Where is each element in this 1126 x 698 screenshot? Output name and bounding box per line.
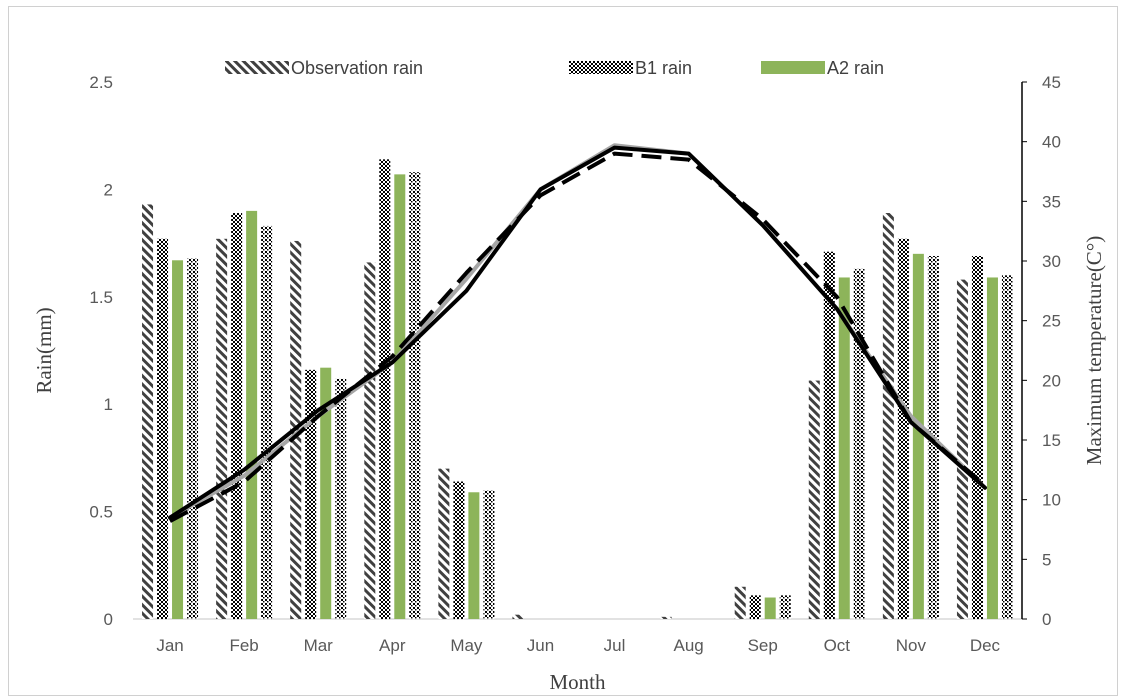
y2-tick-label: 45 — [1042, 73, 1061, 92]
bar — [379, 159, 391, 619]
x-tick-label: Oct — [824, 636, 851, 655]
bar — [438, 468, 450, 619]
y2-tick-label: 10 — [1042, 491, 1061, 510]
y2-tick-label: 0 — [1042, 610, 1051, 629]
bar — [187, 258, 199, 619]
y2-tick-label: 15 — [1042, 431, 1061, 450]
legend: Observation rain B1 rain A2 rain — [225, 58, 884, 78]
bar — [142, 204, 154, 619]
bar — [512, 614, 524, 619]
bar — [956, 279, 968, 619]
bar — [394, 174, 406, 619]
series-line — [168, 145, 987, 520]
bar — [364, 262, 376, 619]
y-axis-title: Rain(mm) — [32, 307, 56, 393]
y-tick-label: 2.5 — [89, 73, 113, 92]
series-line — [169, 151, 987, 523]
x-tick-label: Dec — [970, 636, 1001, 655]
bar — [808, 380, 820, 619]
y-tick-label: 2 — [104, 180, 113, 199]
y2-tick-label: 5 — [1042, 550, 1051, 569]
bar — [749, 595, 761, 619]
legend-label: B1 rain — [635, 58, 692, 78]
y-tick-label: 1 — [104, 395, 113, 414]
legend-swatch — [225, 61, 289, 74]
x-tick-label: Jan — [156, 636, 183, 655]
y-axis-ticks: 0 0.5 1 1.5 2 2.5 — [89, 73, 113, 629]
x-tick-label: Nov — [896, 636, 927, 655]
x-tick-label: Aug — [674, 636, 704, 655]
y2-tick-label: 25 — [1042, 312, 1061, 331]
legend-swatch — [569, 61, 633, 74]
bar — [172, 260, 184, 619]
bar — [157, 238, 169, 619]
x-tick-label: Apr — [379, 636, 406, 655]
x-axis-title: Month — [549, 670, 606, 694]
x-tick-label: Jun — [527, 636, 554, 655]
y2-axis-ticks: 0 5 10 15 20 25 30 35 40 45 — [1022, 73, 1061, 629]
y-tick-label: 1.5 — [89, 288, 113, 307]
y2-tick-label: 30 — [1042, 252, 1061, 271]
bar — [305, 369, 317, 619]
bar — [779, 595, 791, 619]
bar — [897, 238, 909, 619]
bar — [216, 238, 228, 619]
x-axis-ticks: Jan Feb Mar Apr May Jun Jul Aug Sep Oct Nov Dec — [156, 636, 1000, 655]
y-tick-label: 0 — [104, 610, 113, 629]
bar — [882, 213, 894, 619]
bar — [823, 251, 835, 619]
x-tick-label: Sep — [748, 636, 778, 655]
bar — [320, 367, 332, 619]
y2-tick-label: 40 — [1042, 133, 1061, 152]
y2-tick-label: 35 — [1042, 192, 1061, 211]
legend-swatch — [761, 61, 825, 74]
bar — [246, 210, 258, 619]
bar — [660, 616, 672, 619]
lines — [168, 143, 987, 523]
x-tick-label: Feb — [229, 636, 258, 655]
bar — [231, 213, 243, 619]
bar — [335, 378, 347, 619]
bar — [483, 490, 495, 619]
y-tick-label: 0.5 — [89, 503, 113, 522]
legend-label: A2 rain — [827, 58, 884, 78]
bar — [853, 268, 865, 619]
bar — [468, 492, 480, 619]
chart-canvas: Observation rain B1 rain A2 rain 0 0.5 1 1.5 2… — [32, 58, 1106, 694]
bar — [1001, 275, 1013, 619]
x-tick-label: Jul — [604, 636, 626, 655]
legend-label: Observation rain — [291, 58, 423, 78]
bar — [838, 277, 850, 619]
chart-frame: Observation rain B1 rain A2 rain 0 0.5 1 1.5 2… — [8, 6, 1118, 696]
y2-axis-title: Maximum temperature(C°) — [1082, 236, 1106, 465]
bar — [261, 225, 273, 619]
bars — [142, 159, 1013, 619]
x-tick-label: May — [450, 636, 483, 655]
bar — [764, 597, 776, 619]
x-tick-label: Mar — [304, 636, 334, 655]
y2-tick-label: 20 — [1042, 371, 1061, 390]
bar — [453, 481, 465, 619]
bar — [971, 255, 983, 619]
bar — [734, 586, 746, 619]
bar — [912, 253, 924, 619]
bar — [986, 277, 998, 619]
bar — [409, 172, 421, 619]
